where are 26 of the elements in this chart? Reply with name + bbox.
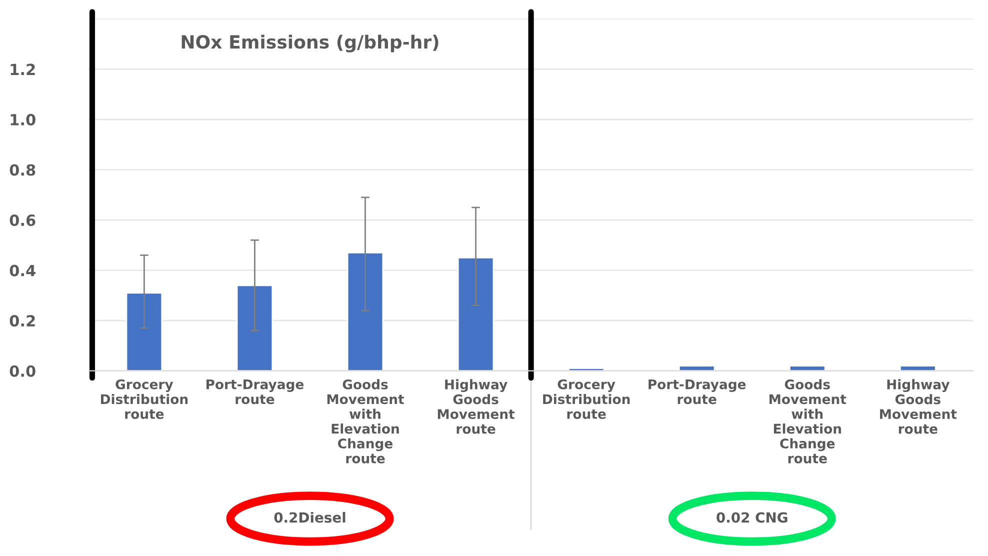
bar — [568, 368, 605, 371]
text: 0.02 CNG — [716, 512, 788, 523]
x-tick-label: Port-Drayage route — [648, 379, 746, 404]
bar — [457, 257, 494, 371]
y-tick-label: 0.0 — [10, 365, 36, 377]
y-tick-label: 0.4 — [10, 264, 36, 276]
x-tick-label: Highway Goods Movement route — [880, 379, 957, 434]
bar — [789, 365, 826, 371]
y-tick-label: 1.2 — [10, 64, 35, 75]
x-tick-label: Port-Drayage route — [206, 379, 304, 404]
text: NOx Emissions (g/bhp-hr) — [182, 34, 438, 52]
x-tick-label: Goods Movement with Elevation Change route — [770, 379, 846, 464]
y-tick-label: 1.0 — [10, 114, 36, 126]
x-tick-label: Goods Movement with Elevation Change route — [327, 379, 404, 464]
x-tick-label: Grocery Distribution route — [101, 379, 188, 419]
y-tick-label: 0.6 — [10, 214, 36, 226]
bar — [678, 365, 716, 371]
x-tick-label: Grocery Distribution route — [543, 379, 630, 419]
text: 0.2Diesel — [274, 512, 346, 523]
bar — [346, 252, 384, 371]
x-tick-label: Highway Goods Movement route — [438, 379, 515, 434]
y-tick-label: 0.8 — [10, 164, 36, 176]
bar — [900, 365, 936, 371]
y-tick-label: 0.2 — [10, 315, 35, 327]
bar — [126, 292, 163, 371]
bar — [236, 284, 274, 371]
